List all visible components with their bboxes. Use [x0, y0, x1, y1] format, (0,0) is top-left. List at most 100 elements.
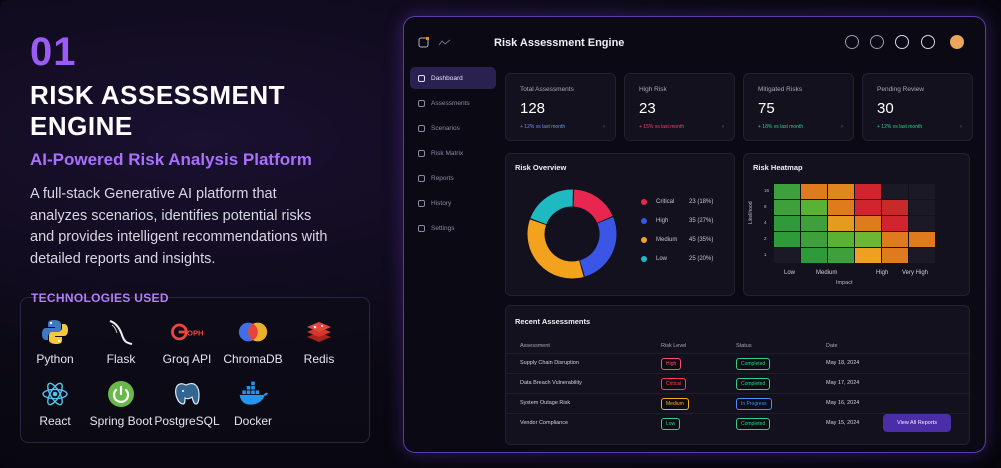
history-icon: [418, 199, 425, 207]
legend-dot: [641, 218, 647, 224]
sidebar-item-scenarios[interactable]: Scenarios: [410, 117, 496, 139]
heatmap-cell: [774, 248, 800, 263]
heatmap-cell: [828, 216, 854, 231]
legend-value: 23 (18%): [689, 199, 714, 205]
project-subtitle: AI-Powered Risk Analysis Platform: [30, 150, 312, 169]
heatmap-cell: [774, 232, 800, 247]
sidebar-item-dashboard[interactable]: Dashboard: [410, 67, 496, 89]
col-header-assessment: Assessment: [520, 343, 550, 349]
heatmap-cell: [828, 232, 854, 247]
stat-label: Mitigated Risks: [758, 86, 803, 93]
reports-icon: [418, 174, 425, 182]
sidebar-item-settings[interactable]: Settings: [410, 217, 496, 239]
app-title: Risk Assessment Engine: [494, 37, 625, 49]
tech-name: Python: [36, 352, 74, 366]
assessments-icon: [418, 99, 425, 107]
sidebar-item-label: History: [431, 199, 452, 207]
heatmap-y-label: Likelihood: [748, 201, 754, 224]
sidebar-item-history[interactable]: History: [410, 192, 496, 214]
groq-icon: OPH: [171, 316, 203, 348]
table-row[interactable]: Supply Chain Disruption High Completed May …: [506, 353, 969, 373]
sidebar-item-assessments[interactable]: Assessments: [410, 92, 496, 114]
scenarios-icon: [418, 124, 425, 132]
donut-slice-low: [530, 189, 574, 225]
spring-boot-icon: [105, 378, 137, 410]
postgresql-icon: [171, 378, 203, 410]
tech-name: Docker: [233, 414, 272, 428]
legend-dot: [641, 256, 647, 262]
status-badge: In Progress: [736, 398, 772, 410]
legend-label: High: [656, 218, 669, 224]
project-description: A full-stack Generative AI platform that…: [30, 186, 328, 267]
heatmap-cell: [828, 248, 854, 263]
chevron-right-icon[interactable]: ›: [603, 124, 605, 130]
tech-item-react: React: [22, 378, 88, 428]
risk-heatmap-card: Risk Heatmap 16 8 4 2 1 Likelihood Low Medium…: [743, 153, 970, 296]
heatmap-cell: [855, 248, 881, 263]
menu-toggle-icon[interactable]: [438, 39, 452, 47]
heatmap-cell: [909, 248, 935, 263]
tech-item-docker: Docker: [220, 378, 286, 428]
assessment-name: Vendor Compliance: [520, 420, 569, 426]
sidebar-item-label: Scenarios: [431, 124, 460, 132]
legend-item-medium: Medium 45 (35%): [641, 237, 736, 243]
table-row[interactable]: System Outage Risk Medium In Progress May 1…: [506, 393, 969, 413]
heatmap-cell: [774, 184, 800, 199]
heatmap-cell: [882, 184, 908, 199]
sidebar-item-label: Dashboard: [431, 74, 463, 82]
sidebar-item-label: Reports: [431, 174, 454, 182]
col-header-status: Status: [736, 343, 752, 349]
heatmap-y-tick: 1: [764, 252, 767, 257]
tech-item-redis: Redis: [286, 316, 352, 366]
legend-dot: [641, 237, 647, 243]
heatmap-x-tick: Low: [784, 270, 796, 276]
assessment-date: May 16, 2024: [826, 400, 860, 406]
chevron-right-icon[interactable]: ›: [841, 124, 843, 130]
view-all-reports-button[interactable]: View All Reports: [883, 414, 951, 432]
risk-matrix-icon: [418, 149, 425, 157]
assessment-date: May 15, 2024: [826, 420, 860, 426]
legend-item-high: High 35 (27%): [641, 218, 736, 224]
sidebar-item-risk-matrix[interactable]: Risk Matrix: [410, 142, 496, 164]
table-row[interactable]: Data Breach Vulnerability Critical Complet…: [506, 373, 969, 393]
technologies-grid: Python Flask OPH Groq API ChromaDB Redis React…: [22, 316, 352, 428]
risk-level-badge: Critical: [661, 378, 687, 390]
legend-item-critical: Critical 23 (18%): [641, 199, 736, 205]
stat-label: High Risk: [639, 86, 667, 93]
theme-icon[interactable]: [895, 35, 909, 49]
legend-item-low: Low 25 (20%): [641, 256, 736, 262]
react-icon: [39, 378, 71, 410]
heatmap-cell: [909, 200, 935, 215]
risk-level-badge: High: [661, 358, 682, 370]
search-icon[interactable]: [845, 35, 859, 49]
tech-item-chromadb: ChromaDB: [220, 316, 286, 366]
heatmap-cell: [882, 200, 908, 215]
heatmap-x-tick: Medium: [816, 270, 838, 276]
tech-name: ChromaDB: [223, 352, 283, 366]
chevron-right-icon[interactable]: ›: [960, 124, 962, 130]
heatmap-y-tick: 16: [764, 188, 770, 193]
chevron-right-icon[interactable]: ›: [722, 124, 724, 130]
tech-name: PostgreSQL: [154, 414, 220, 428]
tech-name: Groq API: [162, 352, 212, 366]
tech-item-postgresql: PostgreSQL: [154, 378, 220, 428]
stat-change: + 18% vs last month: [758, 124, 804, 130]
avatar[interactable]: [950, 35, 964, 49]
sidebar-item-reports[interactable]: Reports: [410, 167, 496, 189]
stat-card-pending-review: Pending Review 30 + 12% vs last month ›: [862, 73, 973, 141]
notification-icon[interactable]: [870, 35, 884, 49]
col-header-risk-level: Risk Level: [661, 343, 687, 349]
risk-level-badge: Low: [661, 418, 681, 430]
stat-label: Pending Review: [877, 86, 924, 93]
stat-value: 23: [639, 100, 656, 117]
legend-label: Low: [656, 256, 668, 262]
app-logo-icon: [418, 37, 429, 48]
sidebar: Dashboard Assessments Scenarios Risk Matrix…: [410, 67, 496, 242]
table-row[interactable]: Vendor Compliance Low Completed May 15, 202…: [506, 413, 969, 433]
intro-panel: 01 RISK ASSESSMENT ENGINE AI-Powered Ris…: [30, 30, 380, 270]
risk-heatmap-title: Risk Heatmap: [753, 163, 803, 172]
help-icon[interactable]: [921, 35, 935, 49]
svg-text:OPH: OPH: [187, 328, 203, 337]
risk-overview-card: Risk Overview Critical 23 (18%) High 35 (27…: [505, 153, 735, 296]
